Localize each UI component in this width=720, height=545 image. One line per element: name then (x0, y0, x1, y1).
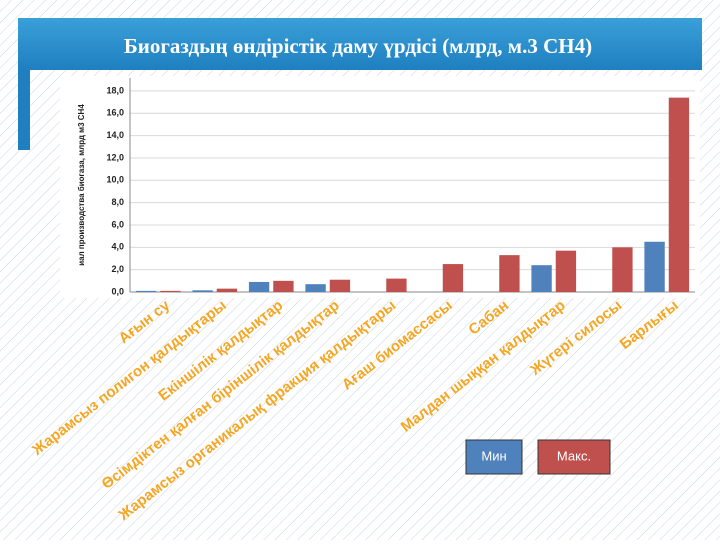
bar (612, 247, 633, 292)
bar (644, 241, 665, 292)
y-axis-label: иал производства биогаза, млрд м3 CH4 (77, 104, 86, 266)
bar (273, 280, 294, 292)
bar (386, 278, 407, 292)
header (18, 18, 702, 70)
bar (442, 264, 464, 292)
legend-label: Макс. (557, 448, 591, 463)
bar (192, 290, 213, 292)
header-accent (18, 70, 30, 150)
y-tick-label: 8,0 (111, 197, 124, 207)
bar (668, 97, 690, 292)
legend-swatch (465, 439, 523, 475)
legend: Мин Макс. (465, 439, 611, 475)
bar (531, 265, 552, 292)
y-tick-label: 16,0 (106, 108, 124, 118)
bar (305, 284, 326, 292)
bar (499, 255, 520, 292)
y-tick-label: 18,0 (106, 85, 124, 95)
y-tick-label: 14,0 (106, 130, 124, 140)
bar (248, 281, 270, 292)
y-tick-label: 6,0 (111, 219, 124, 229)
y-tick-label: 0,0 (111, 286, 124, 296)
bar (216, 288, 238, 292)
bar (160, 290, 181, 292)
plot-panel (60, 76, 700, 298)
y-tick-label: 4,0 (111, 242, 124, 252)
bar (555, 250, 577, 292)
bar (135, 290, 157, 292)
legend-swatch (537, 439, 611, 475)
bar (329, 279, 351, 292)
y-tick-label: 10,0 (106, 175, 124, 185)
y-tick-label: 2,0 (111, 264, 124, 274)
legend-label: Мин (481, 448, 506, 463)
chart-title: Биогаздың өндірістік даму үрдісі (млрд, … (124, 34, 592, 58)
y-tick-label: 12,0 (106, 152, 124, 162)
